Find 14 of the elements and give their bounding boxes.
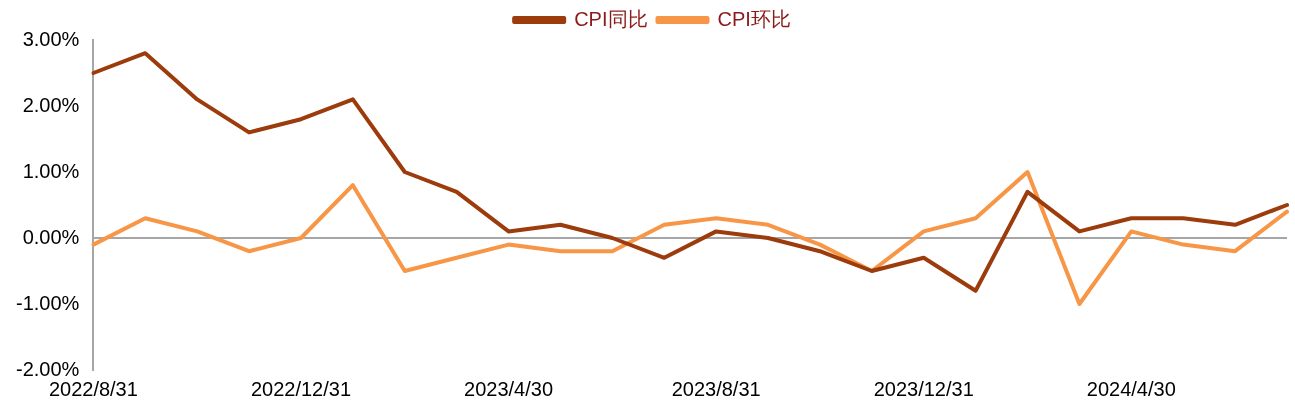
x-tick-label: 2024/4/30 xyxy=(1086,377,1176,400)
y-tick-label: 3.00% xyxy=(22,27,80,50)
y-tick-label: -2.00% xyxy=(15,357,80,380)
legend-label: CPI环比 xyxy=(717,7,791,30)
y-tick-label: 0.00% xyxy=(22,225,80,248)
x-tick-label: 2022/8/31 xyxy=(48,377,138,400)
y-tick-label: 1.00% xyxy=(22,159,80,182)
y-tick-label: 2.00% xyxy=(22,93,80,116)
x-tick-label: 2023/4/30 xyxy=(464,377,554,400)
y-tick-label: -1.00% xyxy=(15,291,80,314)
x-tick-label: 2023/12/31 xyxy=(873,377,974,400)
legend-label: CPI同比 xyxy=(574,7,648,30)
x-tick-label: 2022/12/31 xyxy=(250,377,352,400)
x-tick-label: 2023/8/31 xyxy=(671,377,761,400)
